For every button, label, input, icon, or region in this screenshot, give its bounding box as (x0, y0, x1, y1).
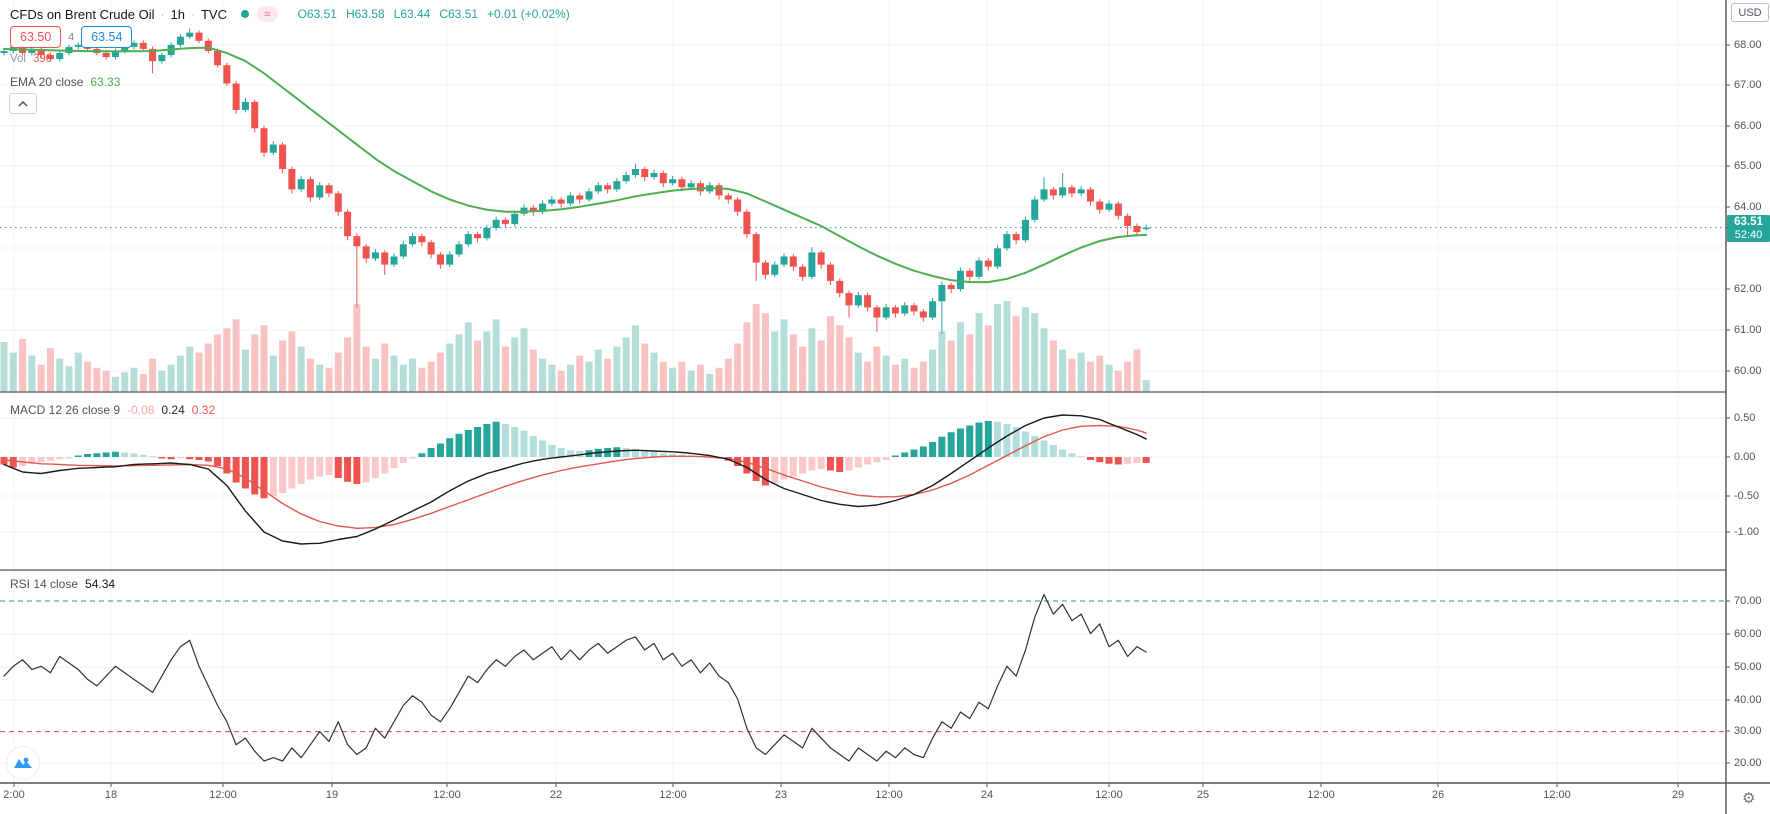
bar-countdown: 52:40 (1734, 229, 1763, 241)
time-tick-label: 23 (774, 789, 788, 801)
spread-value: 4 (68, 31, 75, 43)
mountain-chart-icon (14, 757, 32, 768)
time-tick-label: 26 (1431, 789, 1445, 801)
volume-label: Vol (10, 53, 26, 65)
time-tick-label: 12:00 (1543, 789, 1571, 801)
ema-label: EMA 20 close (10, 75, 84, 89)
high-value: H63.58 (345, 7, 385, 21)
exchange-label[interactable]: TVC (200, 6, 227, 22)
rsi-bands (0, 600, 1726, 733)
ema-legend[interactable]: EMA 20 close 63.33 (10, 75, 120, 89)
ohlc-readout: O63.51 H63.58 L63.44 C63.51 +0.01 (+0.02… (298, 7, 570, 21)
settings-gear-icon[interactable]: ⚙ (1742, 790, 1756, 807)
macd-pane (0, 414, 1150, 545)
time-tick-label: 12:00 (1095, 789, 1123, 801)
time-tick-label: 12:00 (1307, 789, 1335, 801)
axis-tick-label: 65.00 (1734, 160, 1762, 172)
axis-tick-label: 67.00 (1734, 79, 1762, 91)
chart-logo-button[interactable] (6, 746, 40, 780)
low-value: L63.44 (393, 7, 431, 21)
rsi-legend[interactable]: RSI 14 close 54.34 (10, 577, 115, 591)
axis-tick-label: 0.50 (1734, 412, 1756, 424)
buy-ask-button[interactable]: 63.54 (81, 26, 133, 48)
time-tick-label: 18 (104, 789, 118, 801)
last-price-value: 63.51 (1734, 216, 1763, 228)
macd-signal-value: 0.32 (191, 403, 216, 417)
time-tick-label: 25 (1196, 789, 1210, 801)
market-status-dot-icon[interactable] (240, 10, 249, 18)
title-separator: · (160, 7, 165, 21)
ema-value: 63.33 (90, 75, 121, 89)
time-tick-label: 12:00 (659, 789, 687, 801)
macd-line-value: 0.24 (161, 403, 185, 417)
title-separator: · (190, 7, 195, 21)
time-tick-label: 12:00 (209, 789, 237, 801)
open-value: O63.51 (297, 7, 337, 21)
axis-tick-label: -0.50 (1734, 490, 1760, 502)
sell-bid-button[interactable]: 63.50 (10, 26, 62, 48)
macd-legend[interactable]: MACD 12 26 close 9 -0.08 0.24 0.32 (10, 403, 215, 417)
axis-tick-label: 68.00 (1734, 39, 1762, 51)
axis-tick-label: 66.00 (1734, 120, 1762, 132)
axis-tick-label: 60.00 (1734, 628, 1762, 640)
rsi-value: 54.34 (85, 577, 116, 591)
candlestick-series (0, 28, 1150, 334)
rsi-label: RSI 14 close (10, 577, 79, 591)
symbol-title[interactable]: CFDs on Brent Crude Oil (10, 6, 155, 22)
delayed-data-icon[interactable]: ≈ (256, 6, 278, 22)
axis-tick-label: 50.00 (1734, 661, 1762, 673)
volume-legend[interactable]: Vol 390 (10, 53, 52, 65)
interval-label[interactable]: 1h (170, 6, 185, 22)
axis-tick-label: 30.00 (1734, 725, 1762, 737)
chart-legend: CFDs on Brent Crude Oil · 1h · TVC ≈ O63… (10, 6, 570, 22)
axis-tick-label: 70.00 (1734, 595, 1762, 607)
time-tick-label: 22 (549, 789, 563, 801)
time-tick-label: 24 (980, 789, 994, 801)
time-tick-label: 12:00 (433, 789, 461, 801)
macd-label: MACD 12 26 close 9 (10, 403, 121, 417)
time-tick-label: 19 (325, 789, 339, 801)
axis-tick-label: 20.00 (1734, 757, 1762, 769)
chevron-up-icon (18, 100, 28, 107)
last-price-tag: 63.51 52:40 (1727, 215, 1770, 242)
axis-tick-label: 61.00 (1734, 324, 1762, 336)
axis-tick-label: 0.00 (1734, 451, 1756, 463)
close-value: C63.51 (439, 7, 479, 21)
volume-series (0, 301, 1150, 392)
axis-tick-label: 64.00 (1734, 201, 1762, 213)
macd-hist-value: -0.08 (127, 403, 155, 417)
axis-tick-label: 60.00 (1734, 365, 1762, 377)
time-tick-label: 2:00 (3, 789, 25, 801)
collapse-legend-button[interactable] (9, 93, 37, 114)
rsi-pane (3, 593, 1147, 762)
ema20-line (3, 46, 1148, 284)
change-value: +0.01 (+0.02%) (487, 7, 570, 21)
axis-tick-label: 40.00 (1734, 694, 1762, 706)
volume-value: 390 (33, 53, 53, 65)
axis-tick-label: -1.00 (1734, 526, 1760, 538)
time-tick-label: 29 (1671, 789, 1685, 801)
time-tick-label: 12:00 (875, 789, 903, 801)
currency-button[interactable]: USD (1731, 3, 1769, 22)
quote-panel: 63.50 4 63.54 (10, 26, 133, 48)
axis-tick-label: 62.00 (1734, 283, 1762, 295)
